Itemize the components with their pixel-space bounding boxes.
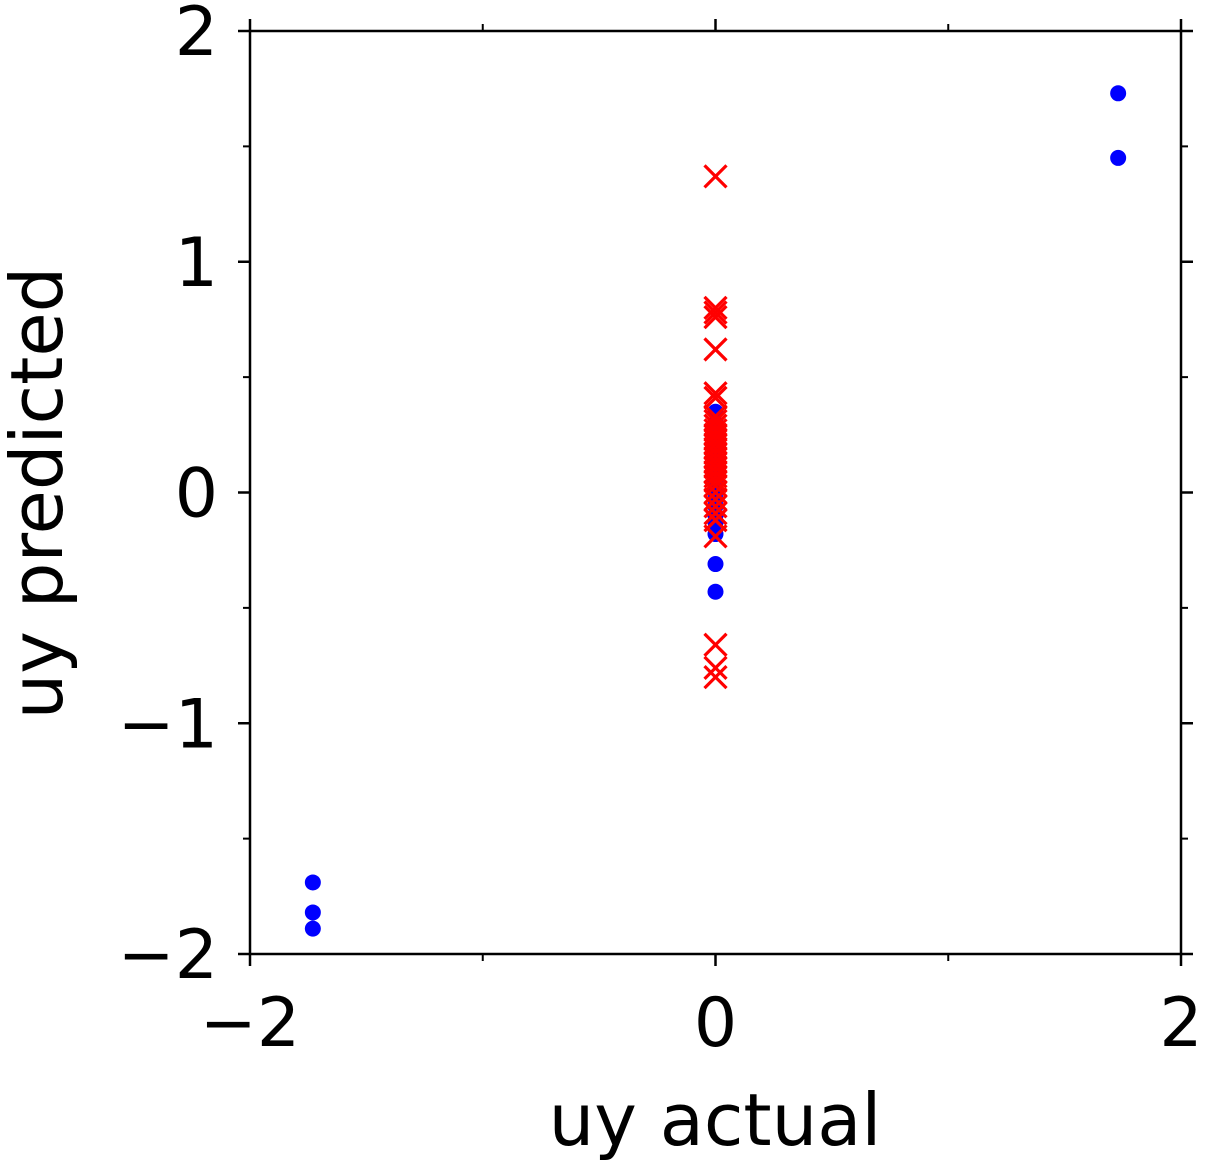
- data-point-x: [703, 632, 728, 657]
- axis-ticks: [238, 19, 1193, 966]
- data-point-circle: [304, 904, 321, 921]
- y-axis-label: uy predicted: [0, 267, 79, 720]
- plot-frame: [248, 29, 1183, 956]
- data-point-x: [703, 655, 728, 681]
- data-point-circle: [304, 874, 321, 891]
- data-point-circle: [707, 556, 724, 573]
- data-point-circle: [707, 526, 724, 543]
- y-tick-label: −2: [118, 916, 218, 995]
- data-point-x: [703, 304, 728, 330]
- data-point-x: [703, 468, 728, 494]
- data-point-circle: [707, 583, 724, 600]
- data-point-x: [703, 381, 728, 406]
- x-tick-label: 2: [1159, 984, 1202, 1063]
- data-point-x: [703, 501, 728, 526]
- data-point-x: [703, 300, 728, 325]
- data-point-x: [703, 337, 728, 362]
- x-tick-label: −2: [200, 984, 300, 1063]
- data-point-circle: [304, 920, 321, 937]
- data-point-circle: [1110, 85, 1127, 102]
- x-tick-label: 0: [694, 984, 737, 1063]
- y-tick-label: 1: [175, 224, 218, 303]
- data-point-x: [703, 524, 728, 549]
- tick-labels: −2 0 2 −2 −1 0 1 2: [118, 0, 1203, 1063]
- data-points: [304, 85, 1127, 937]
- y-tick-label: 2: [175, 0, 218, 72]
- data-point-x: [703, 664, 728, 690]
- data-point-x: [703, 295, 728, 321]
- x-axis-label: uy actual: [549, 1078, 882, 1162]
- data-point-circle: [1110, 149, 1127, 166]
- data-point-x: [703, 164, 728, 189]
- y-tick-label: 0: [175, 455, 218, 534]
- y-tick-label: −1: [118, 685, 218, 764]
- data-point-x: [703, 385, 728, 411]
